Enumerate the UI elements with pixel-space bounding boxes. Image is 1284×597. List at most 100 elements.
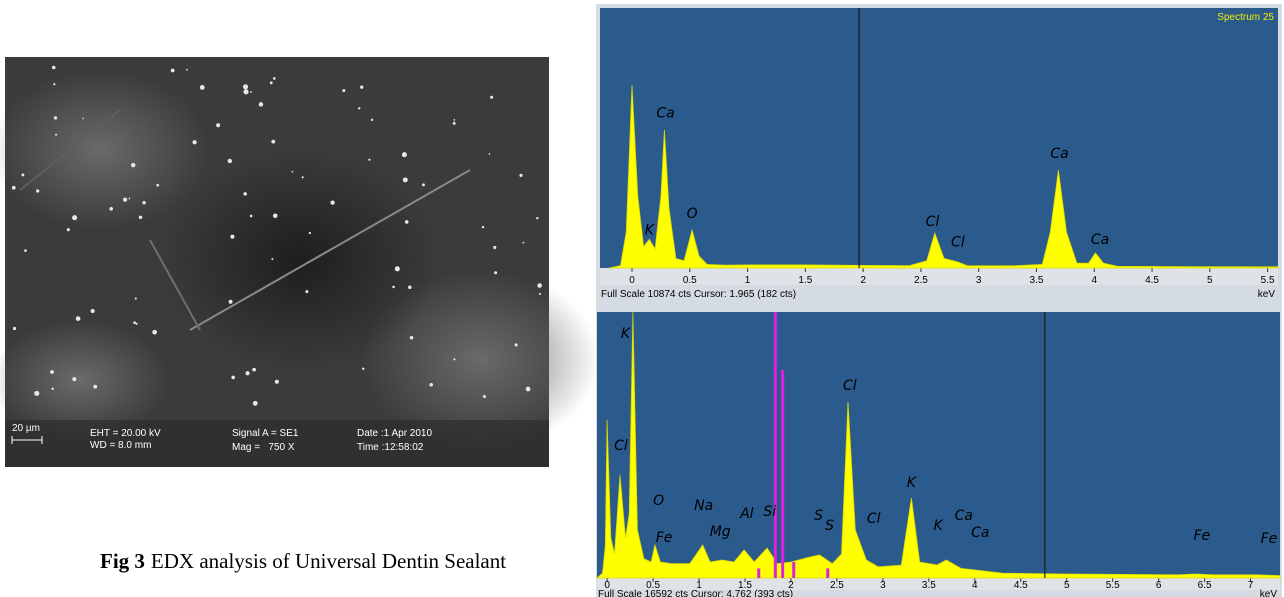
- particle: [186, 69, 188, 71]
- particle: [259, 102, 263, 106]
- particle: [410, 336, 413, 339]
- x-tick-label: 3: [976, 275, 982, 286]
- particle: [252, 368, 256, 372]
- particle: [490, 96, 493, 99]
- x-tick-label: 5: [1064, 580, 1070, 591]
- particle: [135, 297, 137, 299]
- particle: [482, 226, 484, 228]
- particle: [539, 293, 541, 295]
- particle: [129, 198, 131, 200]
- axis-strip: [600, 268, 1278, 285]
- particle: [171, 69, 175, 73]
- particle: [453, 119, 455, 121]
- x-tick-label: 5: [1207, 275, 1213, 286]
- x-tick-label: 2.5: [914, 275, 928, 286]
- particle: [368, 159, 370, 161]
- particle: [52, 66, 56, 70]
- x-tick-label: 6.5: [1198, 580, 1212, 591]
- peak-label: Ca: [1091, 232, 1109, 248]
- particle: [537, 283, 542, 288]
- peak-label: Cl: [867, 511, 881, 527]
- eht: EHT = 20.00 kV: [90, 428, 161, 439]
- particle: [131, 163, 135, 167]
- particle: [305, 290, 308, 293]
- particle: [429, 383, 433, 387]
- particle: [402, 152, 407, 157]
- particle: [273, 213, 278, 218]
- sem-image: 20 µm EHT = 20.00 kV WD = 8.0 mm Signal …: [0, 57, 600, 467]
- peak-label: Ca: [971, 525, 989, 541]
- mag: Mag = 750 X: [232, 442, 295, 453]
- particle: [51, 388, 53, 390]
- particle: [21, 173, 24, 176]
- particle: [536, 217, 538, 219]
- particle: [250, 215, 253, 218]
- peak-label: Fe: [1261, 531, 1278, 547]
- peak-label: S: [814, 508, 823, 524]
- particle: [483, 395, 486, 398]
- peak-label: Cl: [843, 378, 857, 394]
- particle: [216, 123, 220, 127]
- x-tick-label: 4.5: [1014, 580, 1028, 591]
- particle: [76, 316, 81, 321]
- particle: [229, 300, 233, 304]
- x-tick-label: 0.5: [683, 275, 697, 286]
- particle: [493, 246, 496, 249]
- spectrum-title: Spectrum 25: [1217, 12, 1274, 23]
- particle: [271, 258, 273, 260]
- particle: [453, 358, 455, 360]
- time: Time :12:58:02: [357, 442, 424, 453]
- particle: [142, 201, 145, 204]
- peak-label: Cl: [951, 234, 965, 250]
- particle: [243, 192, 247, 196]
- particle: [13, 327, 16, 330]
- particle: [123, 198, 127, 202]
- particle: [453, 122, 456, 125]
- particle: [489, 153, 491, 155]
- x-tick-label: 3.5: [922, 580, 936, 591]
- particle: [405, 220, 409, 224]
- caption: Fig 3EDX analysis of Universal Dentin Se…: [100, 549, 506, 573]
- peak-label: O: [687, 206, 698, 222]
- particle: [275, 380, 279, 384]
- x-unit: keV: [1260, 589, 1278, 597]
- particle: [192, 140, 196, 144]
- particle: [408, 286, 412, 290]
- particle: [309, 232, 311, 234]
- peak-label: Ca: [1050, 146, 1068, 162]
- particle: [422, 183, 425, 186]
- peak-label: Na: [694, 498, 713, 514]
- particle: [53, 83, 55, 85]
- particle: [139, 216, 142, 219]
- x-tick-label: 4: [972, 580, 978, 591]
- x-tick-label: 4.5: [1145, 275, 1159, 286]
- x-tick-label: 0: [629, 275, 635, 286]
- particle: [200, 85, 205, 90]
- figure: 20 µm EHT = 20.00 kV WD = 8.0 mm Signal …: [0, 0, 1284, 597]
- caption-text: EDX analysis of Universal Dentin Sealant: [151, 549, 506, 573]
- particle: [494, 271, 497, 274]
- particle: [109, 207, 113, 211]
- particle: [270, 81, 273, 84]
- particle: [72, 377, 76, 381]
- peak-label: Mg: [710, 524, 731, 540]
- footer: Full Scale 10874 cts Cursor: 1.965 (182 …: [601, 289, 796, 300]
- particle: [231, 376, 235, 380]
- particle: [152, 330, 157, 335]
- plot-area: [597, 312, 1280, 578]
- x-tick-label: 7: [1248, 580, 1254, 591]
- particle: [55, 134, 57, 136]
- particle: [228, 159, 232, 163]
- x-tick-label: 3.5: [1030, 275, 1044, 286]
- particle: [360, 85, 363, 88]
- particle: [291, 171, 293, 173]
- particle: [34, 391, 39, 396]
- particle: [54, 116, 57, 119]
- x-tick-label: 5.5: [1106, 580, 1120, 591]
- x-tick-label: 5.5: [1261, 275, 1275, 286]
- peak-label: Cl: [926, 214, 940, 230]
- x-tick-label: 3: [880, 580, 886, 591]
- x-tick-label: 1: [745, 275, 751, 286]
- particle: [392, 286, 395, 289]
- x-tick-label: 2.5: [830, 580, 844, 591]
